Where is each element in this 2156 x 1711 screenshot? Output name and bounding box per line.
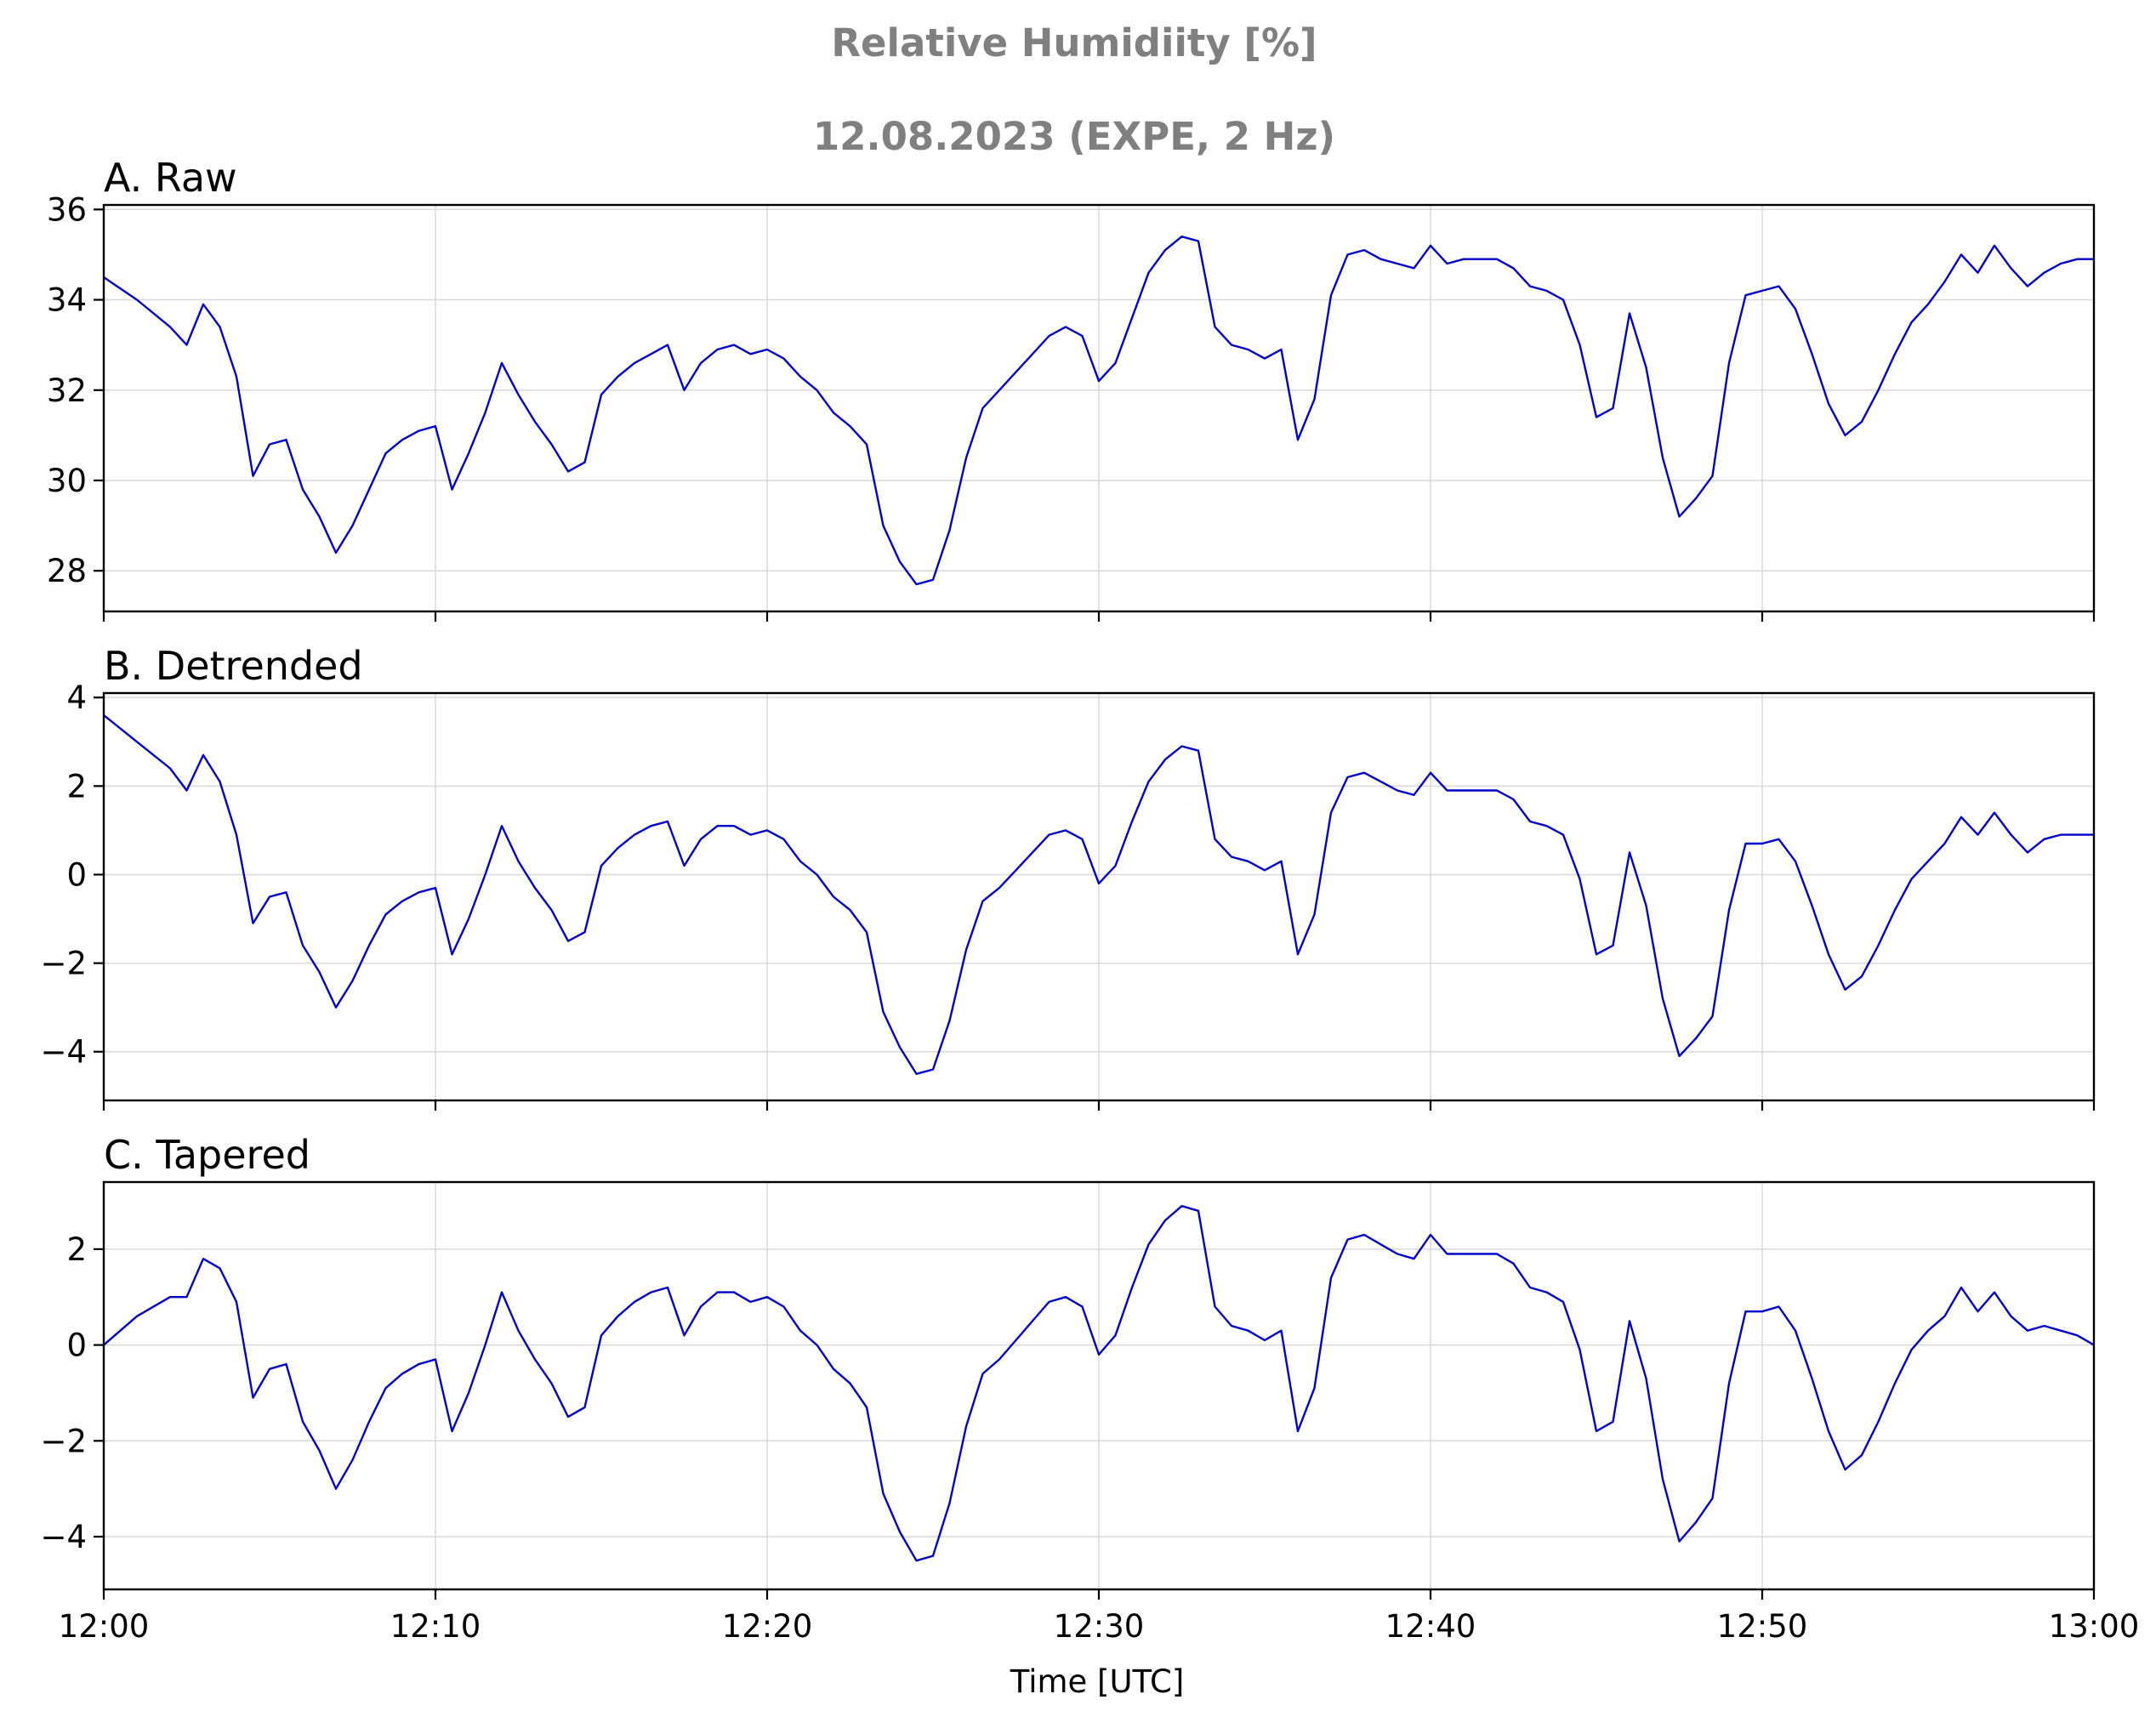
y-tick-label: −2 — [40, 1423, 87, 1459]
x-tick-label: 12:30 — [1054, 1608, 1145, 1645]
y-tick-label: 34 — [47, 282, 87, 319]
y-tick-label: −2 — [40, 946, 87, 982]
y-tick-label: 28 — [47, 553, 87, 589]
panel-3: 12:00 12:10 12:20 12:30 12:40 12:50 13:00 −4 −2 0… — [40, 1132, 2139, 1645]
y-tick-label: −4 — [40, 1034, 87, 1071]
x-tick-label: 12:10 — [390, 1608, 481, 1645]
y-tick-label: 4 — [66, 679, 87, 716]
data-series-line — [103, 714, 2094, 1075]
x-tick-label: 12:50 — [1717, 1608, 1808, 1645]
panel-title: A. Raw — [104, 155, 237, 201]
data-series-line — [103, 236, 2094, 586]
x-tick-label: 12:20 — [722, 1608, 813, 1645]
y-tick-label: −4 — [40, 1519, 87, 1555]
panel-2: −4 −2 0 2 4 B. Detrended — [40, 643, 2096, 1111]
y-tick-label: 0 — [66, 856, 87, 893]
y-tick-label: 2 — [66, 1231, 87, 1268]
y-tick-label: 32 — [47, 372, 87, 409]
panel-1: 28 30 32 34 36 A. Raw — [47, 155, 2096, 622]
data-series-line — [103, 1205, 2095, 1562]
y-tick-label: 30 — [47, 463, 87, 499]
panel-title: B. Detrended — [104, 643, 363, 689]
panel-title: C. Tapered — [104, 1132, 310, 1178]
y-tick-label: 2 — [66, 768, 87, 804]
figure-title-line1: Relative Humidiity [%] — [831, 20, 1317, 65]
x-tick-label: 12:40 — [1385, 1608, 1476, 1645]
panels-group: 28 30 32 34 36 A. Raw −4 −2 0 2 4 B. Detrended 12:00… — [40, 155, 2139, 1645]
y-tick-label: 0 — [66, 1327, 87, 1364]
x-tick-label: 12:00 — [59, 1608, 150, 1645]
y-tick-label: 36 — [47, 191, 87, 228]
x-axis-label: Time [UTC] — [1010, 1663, 1185, 1700]
x-tick-label: 13:00 — [2049, 1608, 2140, 1645]
figure-title-line2: 12.08.2023 (EXPE, 2 Hz) — [813, 114, 1335, 159]
